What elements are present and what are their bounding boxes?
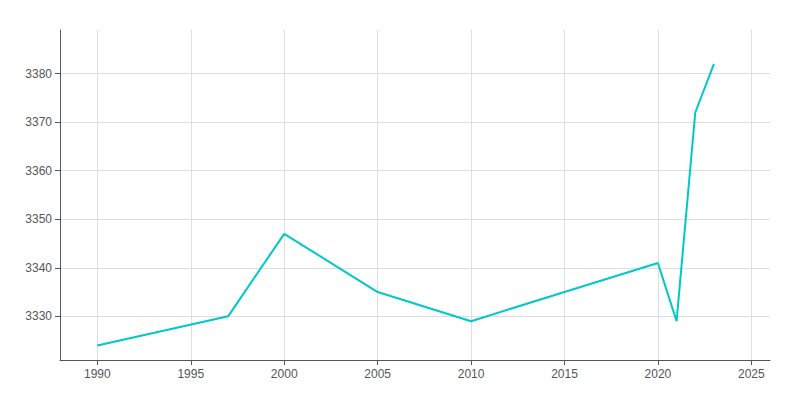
svg-text:1995: 1995 — [177, 367, 204, 381]
svg-text:2000: 2000 — [271, 367, 298, 381]
svg-text:3350: 3350 — [25, 212, 52, 226]
svg-text:3360: 3360 — [25, 164, 52, 178]
svg-text:3340: 3340 — [25, 261, 52, 275]
svg-text:3380: 3380 — [25, 67, 52, 81]
svg-text:2025: 2025 — [738, 367, 765, 381]
svg-text:2010: 2010 — [458, 367, 485, 381]
svg-text:2015: 2015 — [551, 367, 578, 381]
svg-text:3370: 3370 — [25, 115, 52, 129]
svg-text:3330: 3330 — [25, 309, 52, 323]
svg-text:2005: 2005 — [364, 367, 391, 381]
svg-text:1990: 1990 — [84, 367, 111, 381]
svg-text:2020: 2020 — [645, 367, 672, 381]
